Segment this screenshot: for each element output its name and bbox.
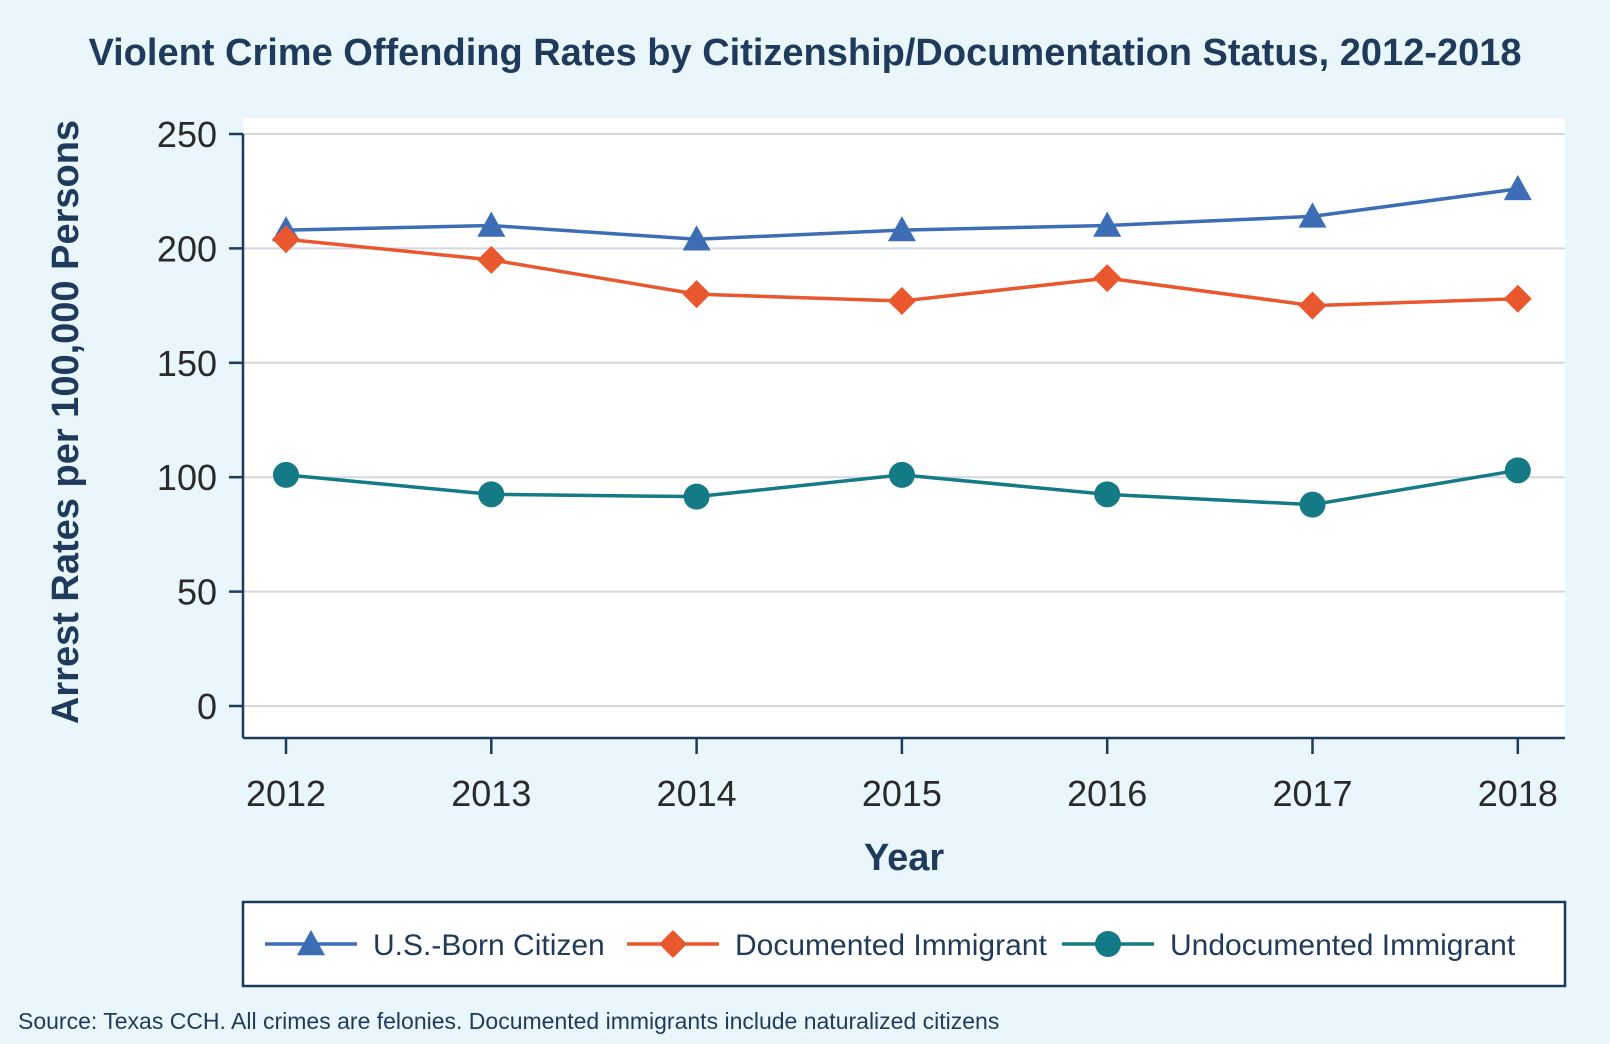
y-tick-label-150: 150: [157, 343, 217, 384]
plot-area: [243, 118, 1565, 738]
x-tick-label-2018: 2018: [1478, 773, 1558, 814]
x-tick-label-2012: 2012: [246, 773, 326, 814]
y-ticks: 0 50 100 150 200 250: [157, 114, 243, 727]
legend-item-u-s-born-citizen: U.S.-Born Citizen: [265, 929, 605, 962]
point-undocumented-immigrant-2018: [1504, 457, 1531, 484]
point-documented-immigrant-2014: [682, 280, 711, 309]
x-axis-title: Year: [864, 837, 945, 879]
point-u-s-born-citizen-2015: [887, 216, 916, 242]
legend-marker-undocumented-immigrant: [1095, 931, 1121, 957]
y-tick-label-0: 0: [197, 686, 217, 727]
point-u-s-born-citizen-2013: [477, 211, 506, 237]
x-tick-label-2016: 2016: [1067, 773, 1147, 814]
point-documented-immigrant-2017: [1298, 291, 1327, 320]
x-tick-label-2015: 2015: [862, 773, 942, 814]
x-ticks: 2012 2013 2014 2015 2016 2017 2018: [246, 738, 1558, 814]
point-undocumented-immigrant-2016: [1094, 481, 1121, 508]
x-tick-label-2017: 2017: [1272, 773, 1352, 814]
point-undocumented-immigrant-2017: [1299, 491, 1326, 518]
series: [272, 174, 1532, 518]
legend: U.S.-Born Citizen Documented Immigrant Und…: [265, 929, 1516, 962]
legend-label-documented-immigrant: Documented Immigrant: [735, 929, 1047, 962]
y-tick-label-50: 50: [177, 572, 217, 613]
chart-title: Violent Crime Offending Rates by Citizen…: [88, 32, 1521, 74]
series-documented-immigrant: [272, 225, 1532, 320]
legend-marker-documented-immigrant: [659, 930, 687, 958]
point-documented-immigrant-2013: [477, 245, 506, 274]
point-u-s-born-citizen-2014: [682, 225, 711, 251]
point-u-s-born-citizen-2017: [1298, 202, 1327, 228]
point-u-s-born-citizen-2018: [1503, 174, 1532, 201]
point-undocumented-immigrant-2014: [683, 483, 710, 510]
point-u-s-born-citizen-2016: [1093, 211, 1122, 237]
source-note: Source: Texas CCH. All crimes are feloni…: [18, 1008, 999, 1034]
point-undocumented-immigrant-2013: [478, 481, 505, 508]
x-tick-label-2013: 2013: [451, 773, 531, 814]
point-documented-immigrant-2016: [1093, 264, 1122, 293]
legend-item-documented-immigrant: Documented Immigrant: [627, 929, 1047, 962]
y-tick-label-200: 200: [157, 228, 217, 269]
point-documented-immigrant-2015: [887, 287, 916, 316]
point-documented-immigrant-2018: [1503, 284, 1532, 313]
legend-marker-u-s-born-citizen: [297, 930, 325, 956]
point-documented-immigrant-2012: [272, 225, 300, 254]
axes: [241, 134, 1565, 740]
y-tick-label-100: 100: [157, 457, 217, 498]
y-tick-label-250: 250: [157, 114, 217, 155]
legend-box: [241, 900, 1567, 988]
legend-item-undocumented-immigrant: Undocumented Immigrant: [1062, 929, 1516, 962]
point-undocumented-immigrant-2015: [888, 461, 915, 488]
y-axis-title: Arrest Rates per 100,000 Persons: [45, 120, 87, 724]
x-tick-label-2014: 2014: [657, 773, 737, 814]
point-undocumented-immigrant-2012: [273, 461, 299, 488]
legend-label-undocumented-immigrant: Undocumented Immigrant: [1170, 929, 1516, 962]
series-undocumented-immigrant: [273, 457, 1531, 518]
legend-label-u-s-born-citizen: U.S.-Born Citizen: [373, 929, 605, 962]
